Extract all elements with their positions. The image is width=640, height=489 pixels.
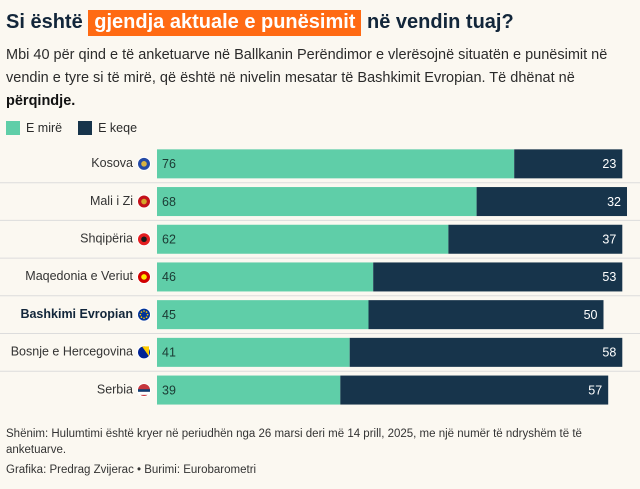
value-label-good: 45 [162,308,176,322]
value-label-good: 46 [162,270,176,284]
category-label: Shqipëria [80,232,133,246]
eu-flag-star [146,313,149,316]
bar-bad [514,149,623,179]
flag-triangle [142,346,149,357]
bar-good [157,149,515,179]
bar-good [157,224,449,254]
value-label-bad: 58 [602,346,616,360]
bar-bad [368,300,604,330]
category-label: Maqedonia e Veriut [25,269,133,283]
eu-flag-icon [137,307,151,322]
category-label: Serbia [97,382,133,396]
category-label: Kosova [91,156,133,170]
flag-emblem [141,274,147,280]
bar-bad [340,375,609,405]
eu-flag-star [145,311,148,313]
eu-flag-star [140,311,143,313]
legend-item-good: E mirë [6,121,62,135]
bar-good [157,262,374,292]
chart-subtitle: Mbi 40 për qind e të anketuarve në Ballk… [6,44,634,113]
credit-line: Grafika: Predrag Zvijerac • Burimi: Euro… [6,464,257,476]
bar-good [157,337,350,367]
flag-emblem [141,236,147,243]
value-label-bad: 23 [602,157,616,171]
value-label-bad: 37 [602,233,616,247]
eu-flag-star [143,310,145,312]
flag-stripe [138,389,150,392]
value-label-good: 62 [162,233,176,247]
bar-good [157,375,341,405]
category-label: Bosnje e Hercegovina [11,345,133,359]
bar-bad [448,224,623,254]
bar-good [157,300,369,330]
flag-stripe [138,391,150,395]
eu-flag-star [143,317,145,320]
eu-flag-star [145,316,148,318]
value-label-good: 76 [162,157,176,171]
legend-label-bad: E keqe [98,121,138,135]
legend-item-bad: E keqe [78,121,137,135]
bar-bad [373,262,623,292]
value-label-bad: 53 [602,270,616,284]
bar-bad [349,337,623,367]
title-part-2: në vendin tuaj? [367,11,514,33]
chart-title: Si është gjendja aktuale e punësimit në … [6,8,514,36]
bar-good [157,187,477,217]
eu-flag-star [139,313,142,316]
value-label-good: 68 [162,195,176,209]
value-label-good: 41 [162,346,176,360]
legend-swatch-bad [78,121,93,135]
flag-emblem [141,161,147,167]
value-label-bad: 50 [584,308,598,322]
eu-flag-star [140,316,143,318]
category-label: Mali i Zi [90,194,133,208]
footnote: Shënim: Hulumtimi është kryer në periudh… [6,428,582,456]
bar-bad [476,187,627,217]
value-label-good: 39 [162,383,176,397]
value-label-bad: 32 [607,195,621,209]
flag-emblem [141,198,147,205]
title-highlight: gjendja aktuale e punësimit [88,10,362,36]
legend-label-good: E mirë [26,121,63,135]
subtitle-text: Mbi 40 për qind e të anketuarve në Ballk… [6,47,608,86]
value-label-bad: 57 [588,383,602,397]
legend-swatch-good [6,121,20,135]
category-label: Bashkimi Evropian [20,307,133,321]
legend: E mirë E keqe [6,121,153,135]
title-part-1: Si është [6,11,83,33]
subtitle-bold-text: përqindje. [6,93,76,109]
